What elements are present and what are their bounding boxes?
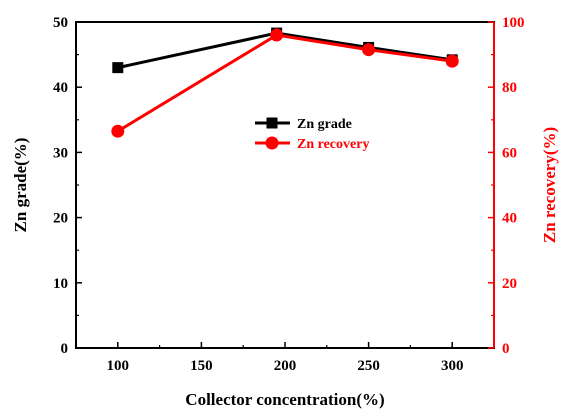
- data-point-square: [112, 62, 124, 74]
- y-axis-title: Zn grade(%): [11, 138, 30, 233]
- y2-tick-label: 40: [502, 211, 517, 227]
- data-point-circle: [270, 28, 284, 42]
- legend-grade-marker: [266, 117, 278, 129]
- legend: Zn grade Zn recovery: [255, 117, 369, 152]
- x-tick-label: 100: [107, 358, 130, 374]
- y-tick-label: 20: [53, 211, 68, 227]
- y-tick-label: 50: [53, 15, 68, 31]
- y-tick-label: 0: [61, 341, 69, 357]
- legend-recovery-marker: [265, 136, 279, 150]
- y2-tick-label: 60: [502, 145, 517, 161]
- series-layer: [111, 27, 459, 138]
- y2-axis-ticks: 0 20 40 60 80 100: [488, 15, 525, 357]
- plot-frame: [75, 21, 495, 349]
- x-tick-label: 200: [274, 358, 297, 374]
- x-tick-label: 250: [357, 358, 380, 374]
- data-point-circle: [362, 43, 376, 57]
- y2-tick-label: 0: [502, 341, 510, 357]
- series-line-0: [117, 31, 453, 70]
- y2-tick-label: 100: [502, 15, 525, 31]
- data-point-circle: [111, 124, 125, 138]
- y-tick-label: 40: [53, 80, 68, 96]
- y-tick-label: 10: [53, 276, 68, 292]
- y2-tick-label: 20: [502, 276, 517, 292]
- series-line-1: [117, 33, 453, 133]
- y2-axis-title: Zn recovery(%): [540, 127, 559, 243]
- y-tick-label: 30: [53, 145, 68, 161]
- data-point-circle: [445, 54, 459, 68]
- x-axis-ticks: 100 150 200 250 300: [107, 342, 464, 374]
- legend-grade-label: Zn grade: [297, 117, 352, 132]
- x-tick-label: 300: [441, 358, 464, 374]
- y2-tick-label: 80: [502, 80, 517, 96]
- y-axis-ticks: 0 10 20 30 40 50: [53, 15, 82, 357]
- legend-recovery-label: Zn recovery: [297, 137, 369, 152]
- x-tick-label: 150: [190, 358, 213, 374]
- x-axis-title: Collector concentration(%): [185, 390, 384, 409]
